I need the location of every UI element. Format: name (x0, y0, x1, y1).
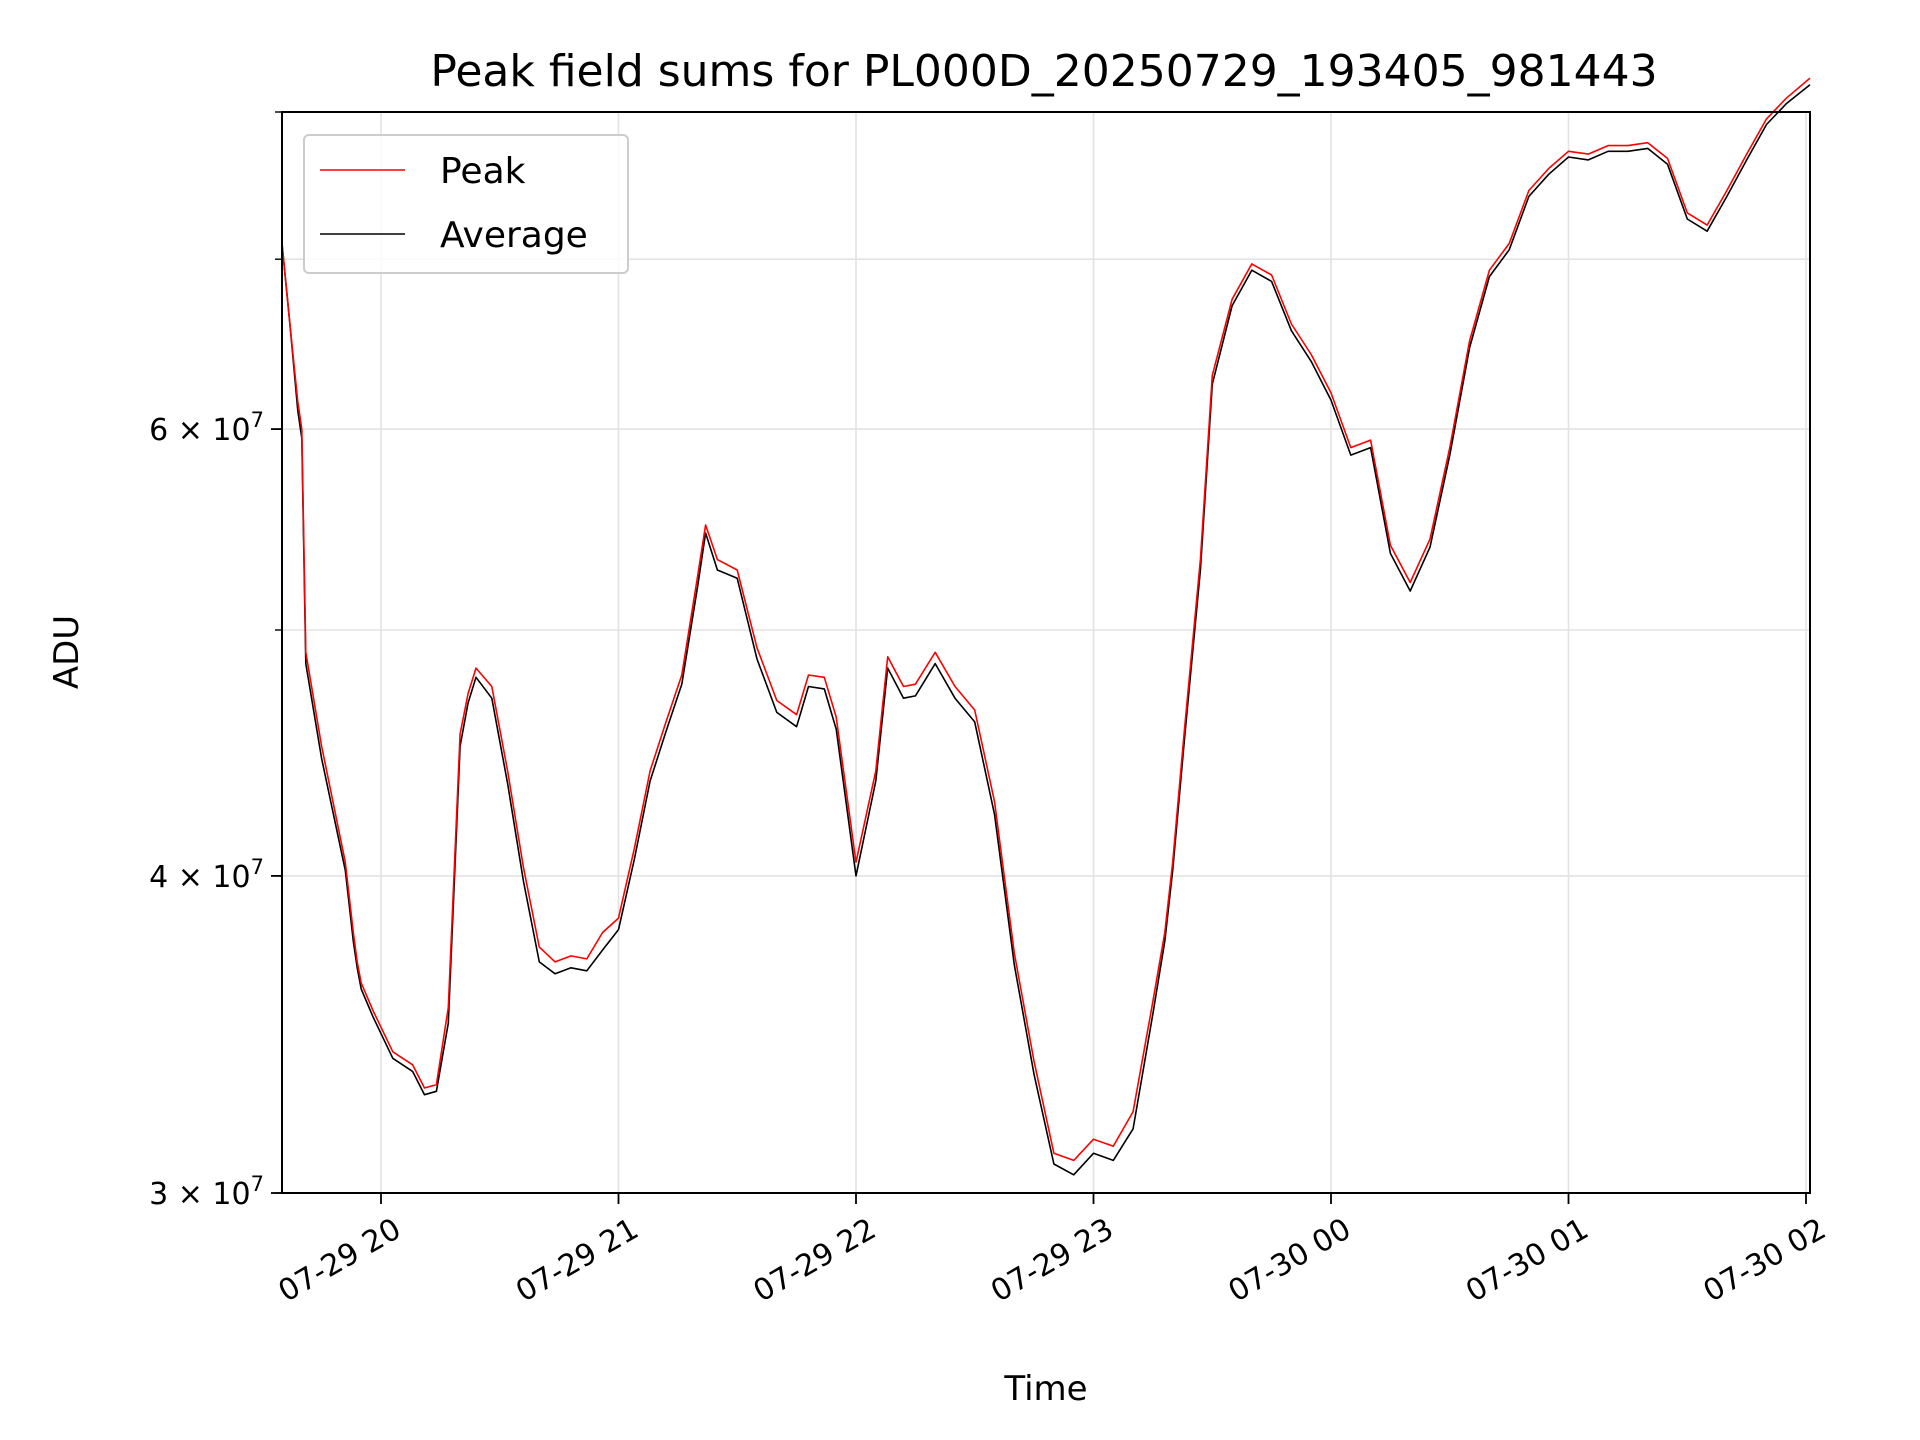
x-axis-label: Time (1003, 1369, 1087, 1409)
y-axis-label: ADU (47, 615, 87, 689)
y-axis: 3 × 107 4 × 107 6 × 107 (149, 111, 282, 1212)
y-tick-label: 6 × 107 (149, 408, 264, 448)
y-tick-label: 3 × 107 (149, 1172, 264, 1212)
legend-average-label: Average (440, 215, 588, 256)
legend-peak-label: Peak (440, 151, 526, 192)
y-tick-label: 4 × 107 (149, 855, 264, 895)
plot-frame (281, 111, 1811, 1194)
legend: Peak Average (303, 134, 629, 274)
series-layer (281, 77, 1811, 1176)
chart-title: Peak field sums for PL000D_20250729_1934… (430, 46, 1657, 97)
series-line-peak (281, 77, 1811, 1162)
